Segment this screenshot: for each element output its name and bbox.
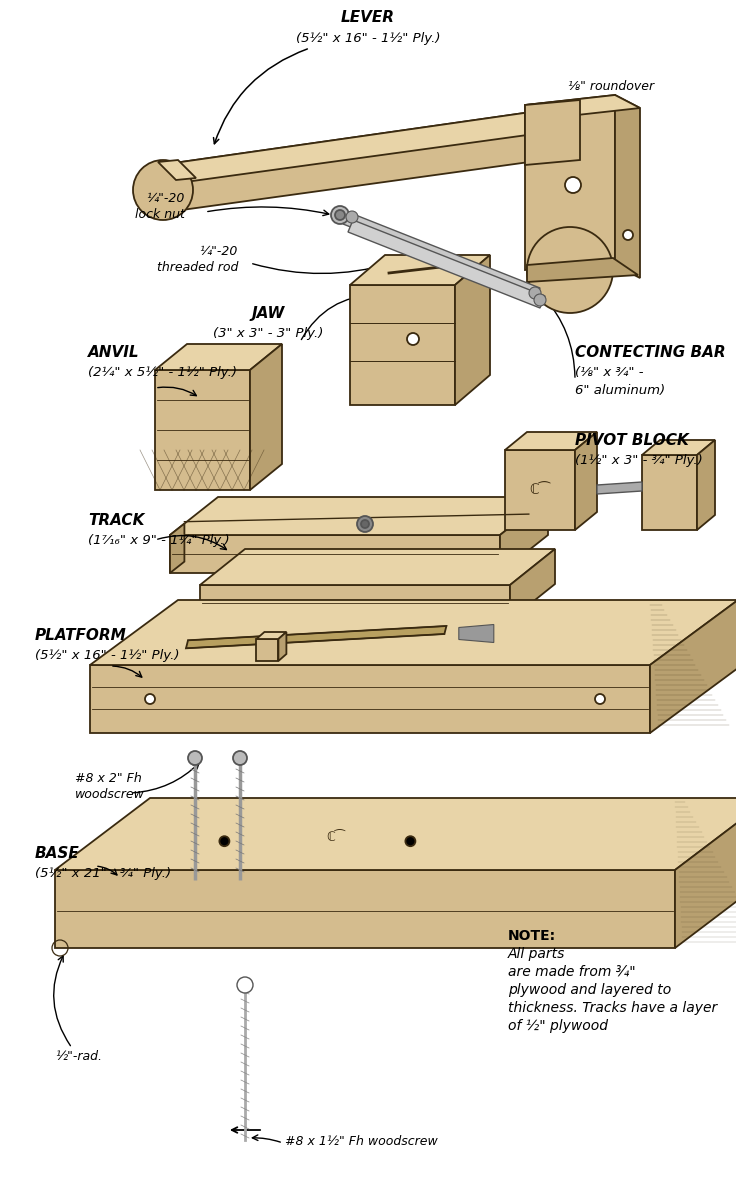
Polygon shape bbox=[505, 451, 575, 531]
Text: threaded rod: threaded rod bbox=[157, 261, 238, 274]
Polygon shape bbox=[343, 212, 540, 300]
Polygon shape bbox=[90, 600, 736, 664]
Circle shape bbox=[529, 287, 541, 299]
Polygon shape bbox=[350, 284, 455, 405]
Polygon shape bbox=[55, 870, 675, 948]
Text: lock nut: lock nut bbox=[135, 208, 185, 221]
Polygon shape bbox=[500, 497, 548, 572]
Polygon shape bbox=[348, 220, 545, 308]
Text: (5½" x 16" - 1½" Ply.): (5½" x 16" - 1½" Ply.) bbox=[35, 649, 180, 662]
Polygon shape bbox=[650, 600, 736, 733]
Circle shape bbox=[335, 210, 345, 220]
Polygon shape bbox=[505, 433, 597, 451]
Text: JAW: JAW bbox=[251, 306, 285, 321]
Polygon shape bbox=[350, 255, 490, 284]
Text: (5½" x 16" - 1½" Ply.): (5½" x 16" - 1½" Ply.) bbox=[296, 32, 440, 45]
Polygon shape bbox=[158, 160, 196, 180]
Polygon shape bbox=[250, 344, 282, 490]
Polygon shape bbox=[597, 482, 642, 494]
Text: All parts: All parts bbox=[508, 946, 565, 961]
Circle shape bbox=[133, 160, 193, 220]
Circle shape bbox=[233, 750, 247, 765]
Polygon shape bbox=[55, 798, 736, 870]
Polygon shape bbox=[278, 632, 286, 661]
Text: NOTE:: NOTE: bbox=[508, 929, 556, 943]
Polygon shape bbox=[642, 440, 715, 455]
Text: (1½" x 3" - ¾" Ply.): (1½" x 3" - ¾" Ply.) bbox=[575, 454, 703, 467]
Text: (5½" x 21" - ¾" Ply.): (5½" x 21" - ¾" Ply.) bbox=[35, 868, 171, 880]
Polygon shape bbox=[186, 626, 447, 649]
Text: PIVOT BLOCK: PIVOT BLOCK bbox=[575, 433, 689, 448]
Text: are made from ¾": are made from ¾" bbox=[508, 966, 636, 979]
Circle shape bbox=[219, 836, 230, 846]
Text: thickness. Tracks have a layer: thickness. Tracks have a layer bbox=[508, 1001, 718, 1015]
Polygon shape bbox=[525, 100, 580, 165]
Text: PLATFORM: PLATFORM bbox=[35, 629, 127, 643]
Text: (3" x 3" - 3" Ply.): (3" x 3" - 3" Ply.) bbox=[213, 327, 323, 341]
Text: ¼"-20: ¼"-20 bbox=[199, 245, 238, 258]
Text: CONTECTING BAR: CONTECTING BAR bbox=[575, 345, 726, 360]
Text: 6" aluminum): 6" aluminum) bbox=[575, 384, 665, 397]
Polygon shape bbox=[615, 94, 640, 278]
Circle shape bbox=[565, 177, 581, 194]
Circle shape bbox=[361, 520, 369, 528]
Text: (1⁷⁄₁₆" x 9" - 1¼" Ply.): (1⁷⁄₁₆" x 9" - 1¼" Ply.) bbox=[88, 534, 230, 547]
Text: (⅛" x ¾" -: (⅛" x ¾" - bbox=[575, 366, 643, 379]
Polygon shape bbox=[642, 455, 697, 531]
Polygon shape bbox=[170, 535, 500, 572]
Polygon shape bbox=[675, 798, 736, 948]
Polygon shape bbox=[575, 433, 597, 531]
Polygon shape bbox=[256, 639, 278, 661]
Polygon shape bbox=[527, 258, 638, 282]
Circle shape bbox=[623, 229, 633, 240]
Polygon shape bbox=[200, 549, 555, 586]
Circle shape bbox=[595, 694, 605, 704]
Text: woodscrew: woodscrew bbox=[75, 788, 145, 801]
Text: ℂ⁀: ℂ⁀ bbox=[530, 483, 551, 497]
Circle shape bbox=[527, 227, 613, 313]
Circle shape bbox=[145, 694, 155, 704]
Text: #8 x 2" Fh: #8 x 2" Fh bbox=[75, 772, 142, 785]
Circle shape bbox=[406, 836, 415, 846]
Circle shape bbox=[407, 333, 419, 345]
Polygon shape bbox=[256, 632, 286, 639]
Polygon shape bbox=[90, 664, 650, 733]
Polygon shape bbox=[200, 586, 510, 620]
Circle shape bbox=[534, 294, 546, 306]
Text: BASE: BASE bbox=[35, 846, 79, 862]
Polygon shape bbox=[170, 497, 548, 535]
Polygon shape bbox=[160, 105, 600, 183]
Text: LEVER: LEVER bbox=[341, 10, 395, 25]
Text: of ½" plywood: of ½" plywood bbox=[508, 1019, 608, 1032]
Text: ¼"-20: ¼"-20 bbox=[146, 192, 185, 206]
Polygon shape bbox=[155, 370, 250, 490]
Text: (2¼" x 5½" - 1½" Ply.): (2¼" x 5½" - 1½" Ply.) bbox=[88, 366, 237, 379]
Text: #8 x 1½" Fh woodscrew: #8 x 1½" Fh woodscrew bbox=[285, 1135, 438, 1148]
Text: plywood and layered to: plywood and layered to bbox=[508, 983, 671, 997]
Polygon shape bbox=[525, 94, 615, 270]
Text: ½"-rad.: ½"-rad. bbox=[55, 1050, 102, 1064]
Polygon shape bbox=[455, 255, 490, 405]
Circle shape bbox=[357, 516, 373, 532]
Text: ℂ⁀: ℂ⁀ bbox=[327, 831, 345, 844]
Text: ⅛" roundover: ⅛" roundover bbox=[568, 80, 654, 93]
Circle shape bbox=[237, 978, 253, 993]
Polygon shape bbox=[459, 625, 494, 643]
Text: TRACK: TRACK bbox=[88, 513, 144, 528]
Polygon shape bbox=[160, 105, 580, 213]
Polygon shape bbox=[510, 549, 555, 620]
Text: ANVIL: ANVIL bbox=[88, 345, 140, 360]
Polygon shape bbox=[697, 440, 715, 531]
Polygon shape bbox=[170, 523, 185, 572]
Circle shape bbox=[188, 750, 202, 765]
Polygon shape bbox=[155, 344, 282, 370]
Polygon shape bbox=[525, 94, 640, 118]
Circle shape bbox=[346, 212, 358, 223]
Circle shape bbox=[331, 206, 349, 223]
